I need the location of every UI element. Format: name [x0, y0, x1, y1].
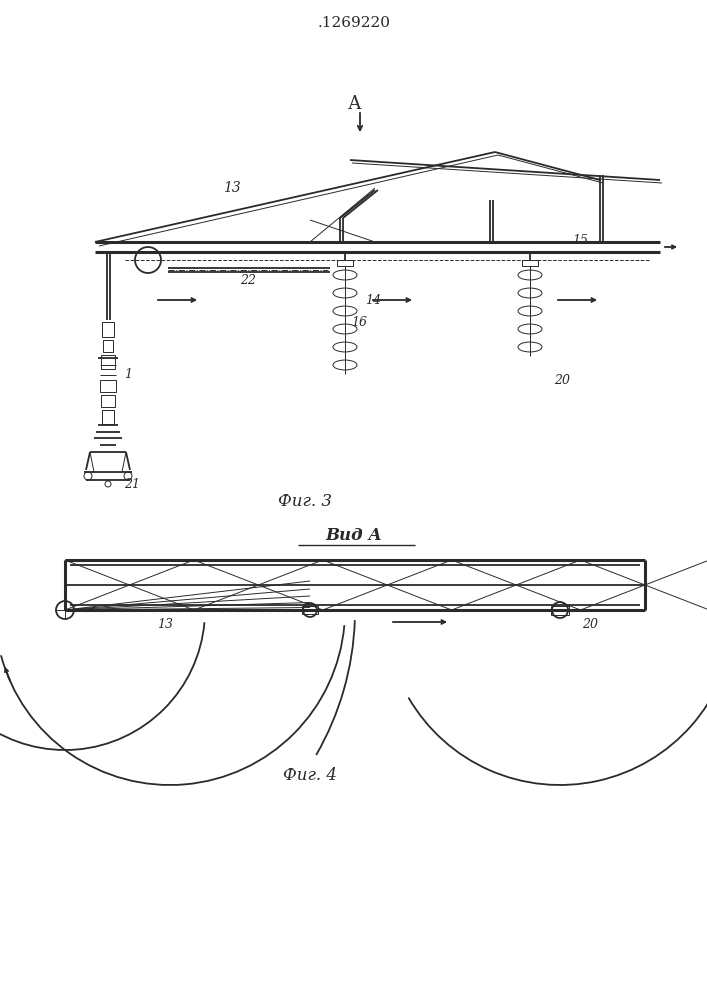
- Text: Фиг. 4: Фиг. 4: [283, 766, 337, 784]
- Text: 22: 22: [240, 273, 256, 286]
- Text: А: А: [348, 95, 362, 113]
- Text: 13: 13: [223, 181, 241, 195]
- Text: Вид А: Вид А: [325, 528, 382, 544]
- Bar: [103, 340, 113, 352]
- Text: 16: 16: [351, 316, 367, 328]
- Text: 1: 1: [124, 368, 132, 381]
- Text: 20: 20: [554, 373, 570, 386]
- Bar: [101, 355, 115, 369]
- Bar: [337, 260, 353, 266]
- Text: 13: 13: [157, 618, 173, 632]
- Text: 15: 15: [572, 233, 588, 246]
- Bar: [551, 606, 569, 615]
- Text: .1269220: .1269220: [317, 16, 390, 30]
- Text: Фиг. 3: Фиг. 3: [278, 493, 332, 510]
- Bar: [100, 380, 116, 392]
- Bar: [101, 395, 115, 407]
- Text: 21: 21: [124, 478, 140, 490]
- Bar: [302, 606, 318, 614]
- Bar: [522, 260, 538, 266]
- Bar: [102, 322, 114, 337]
- Text: 14: 14: [365, 294, 381, 306]
- Text: 20: 20: [582, 618, 598, 632]
- Bar: [102, 410, 114, 424]
